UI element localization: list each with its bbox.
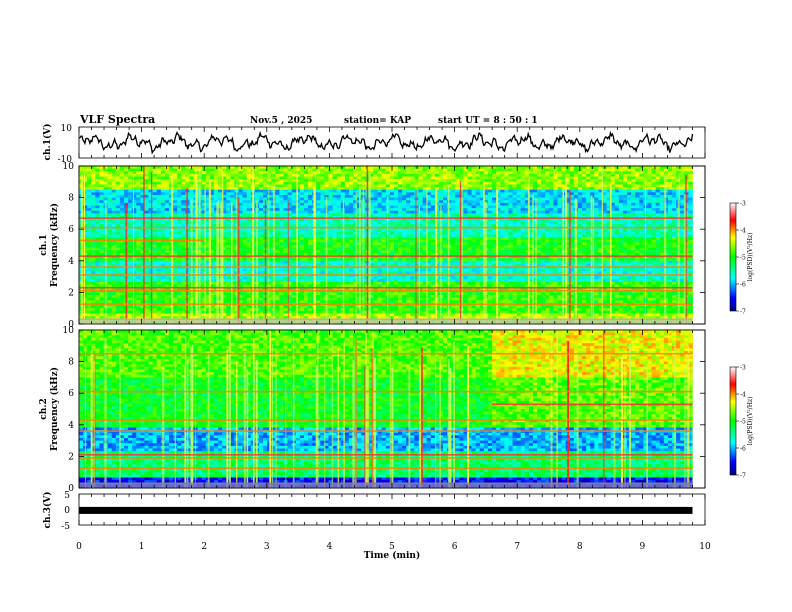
time-tick-label: 1 [139, 542, 145, 552]
spec-ytick-label: 8 [68, 194, 74, 204]
ch1-spectrogram-image [79, 166, 693, 325]
spec-ytick-label: 10 [63, 326, 75, 336]
ch2-spectrogram-panel: 0 2 4 6 8 10 ch.2 Frequency (kHz) [39, 326, 706, 494]
ch3-waveform-panel: 5 0 -5 ch.3(V) 0 1 2 3 4 5 6 7 8 9 10 Time (min) [42, 491, 711, 561]
ch2-spec-ylabel: Frequency (kHz) [49, 367, 60, 451]
spec-ytick-label: 6 [68, 389, 74, 399]
time-axis-title: Time (min) [364, 550, 421, 561]
ch1-colorbar-gradient [729, 202, 737, 312]
ch1-waveform-frame [78, 126, 706, 159]
ch1-waveform-line [78, 130, 694, 155]
colorbar-tick-label: -4 [740, 392, 746, 399]
ch3-waveform-ticks [78, 494, 706, 525]
ch1-spec-channel-label: ch.1 [39, 234, 49, 255]
ch1-spectrogram-ticks [78, 166, 706, 324]
ch2-colorbar: -3 -4 -5 -6 -7 log(PSD)(V²/Hz) [729, 365, 754, 480]
date-label: Nov.5 , 2025 [250, 116, 312, 126]
ch2-colorbar-label: log(PSD)(V²/Hz) [747, 397, 754, 446]
ch2-spectrogram-image [79, 330, 693, 489]
spec-ytick-label: 2 [68, 288, 74, 298]
ch1-spec-ylabel: Frequency (kHz) [49, 203, 60, 287]
time-tick-label: 6 [452, 542, 458, 552]
time-tick-label: 4 [327, 542, 333, 552]
ch1-colorbar-label: log(PSD)(V²/Hz) [747, 233, 754, 282]
ch1-spectrogram-panel: 0 2 4 6 8 10 ch.1 Frequency (kHz) [39, 162, 706, 330]
colorbar-tick-label: -5 [740, 255, 746, 262]
ch2-spectrogram-ticks [78, 330, 706, 488]
colorbar-tick-label: -4 [740, 228, 746, 235]
colorbar-tick-label: -3 [740, 201, 746, 208]
colorbar-tick-label: -7 [740, 309, 746, 316]
time-tick-label: 5 [389, 542, 395, 552]
ch1-ytick-bottom: -10 [58, 155, 73, 165]
colorbar-tick-label: -3 [740, 365, 746, 372]
ch1-ylabel: ch.1(V) [42, 124, 53, 161]
ch3-ytick-minus5: -5 [61, 522, 70, 532]
ch3-ytick-5: 5 [64, 491, 70, 501]
ch1-colorbar: -3 -4 -5 -6 -7 log(PSD)(V²/Hz) [729, 201, 754, 316]
ch3-ytick-0: 0 [64, 506, 70, 516]
spec-ytick-label: 0 [68, 484, 74, 494]
colorbar-tick-label: -6 [740, 282, 746, 289]
spec-ytick-label: 4 [68, 257, 74, 267]
ch1-waveform-panel: 10 -10 ch.1(V) [42, 124, 706, 165]
start-ut-label: start UT = 8 : 50 : 1 [438, 116, 538, 126]
ch2-colorbar-gradient [729, 366, 737, 476]
ch2-spectrogram-yticks: 0 2 4 6 8 10 [63, 326, 705, 494]
colorbar-tick-label: -5 [740, 419, 746, 426]
spec-ytick-label: 6 [68, 225, 74, 235]
ch1-spectrogram-yticks: 0 2 4 6 8 10 [63, 162, 705, 330]
time-tick-label: 7 [514, 542, 520, 552]
colorbar-tick-label: -7 [740, 473, 746, 480]
colorbar-tick-label: -6 [740, 446, 746, 453]
ch3-waveform-level [79, 506, 693, 514]
station-label: station= KAP [344, 116, 411, 126]
time-axis-labels: 0 1 2 3 4 5 6 7 8 9 10 [76, 542, 711, 552]
time-tick-label: 10 [699, 542, 711, 552]
time-tick-label: 9 [640, 542, 646, 552]
spec-ytick-label: 8 [68, 358, 74, 368]
chart-title: VLF Spectra [79, 113, 155, 126]
time-tick-label: 0 [76, 542, 82, 552]
ch1-waveform-ticks [78, 127, 706, 158]
time-tick-label: 8 [577, 542, 583, 552]
spec-ytick-label: 2 [68, 452, 74, 462]
ch1-ytick-top: 10 [61, 124, 73, 134]
spec-ytick-label: 0 [68, 320, 74, 330]
time-tick-label: 3 [264, 542, 270, 552]
ch2-spec-channel-label: ch.2 [39, 398, 49, 419]
spec-ytick-label: 4 [68, 421, 74, 431]
spec-ytick-label: 10 [63, 162, 75, 172]
ch3-ylabel: ch.3(V) [42, 492, 53, 529]
time-tick-label: 2 [201, 542, 207, 552]
